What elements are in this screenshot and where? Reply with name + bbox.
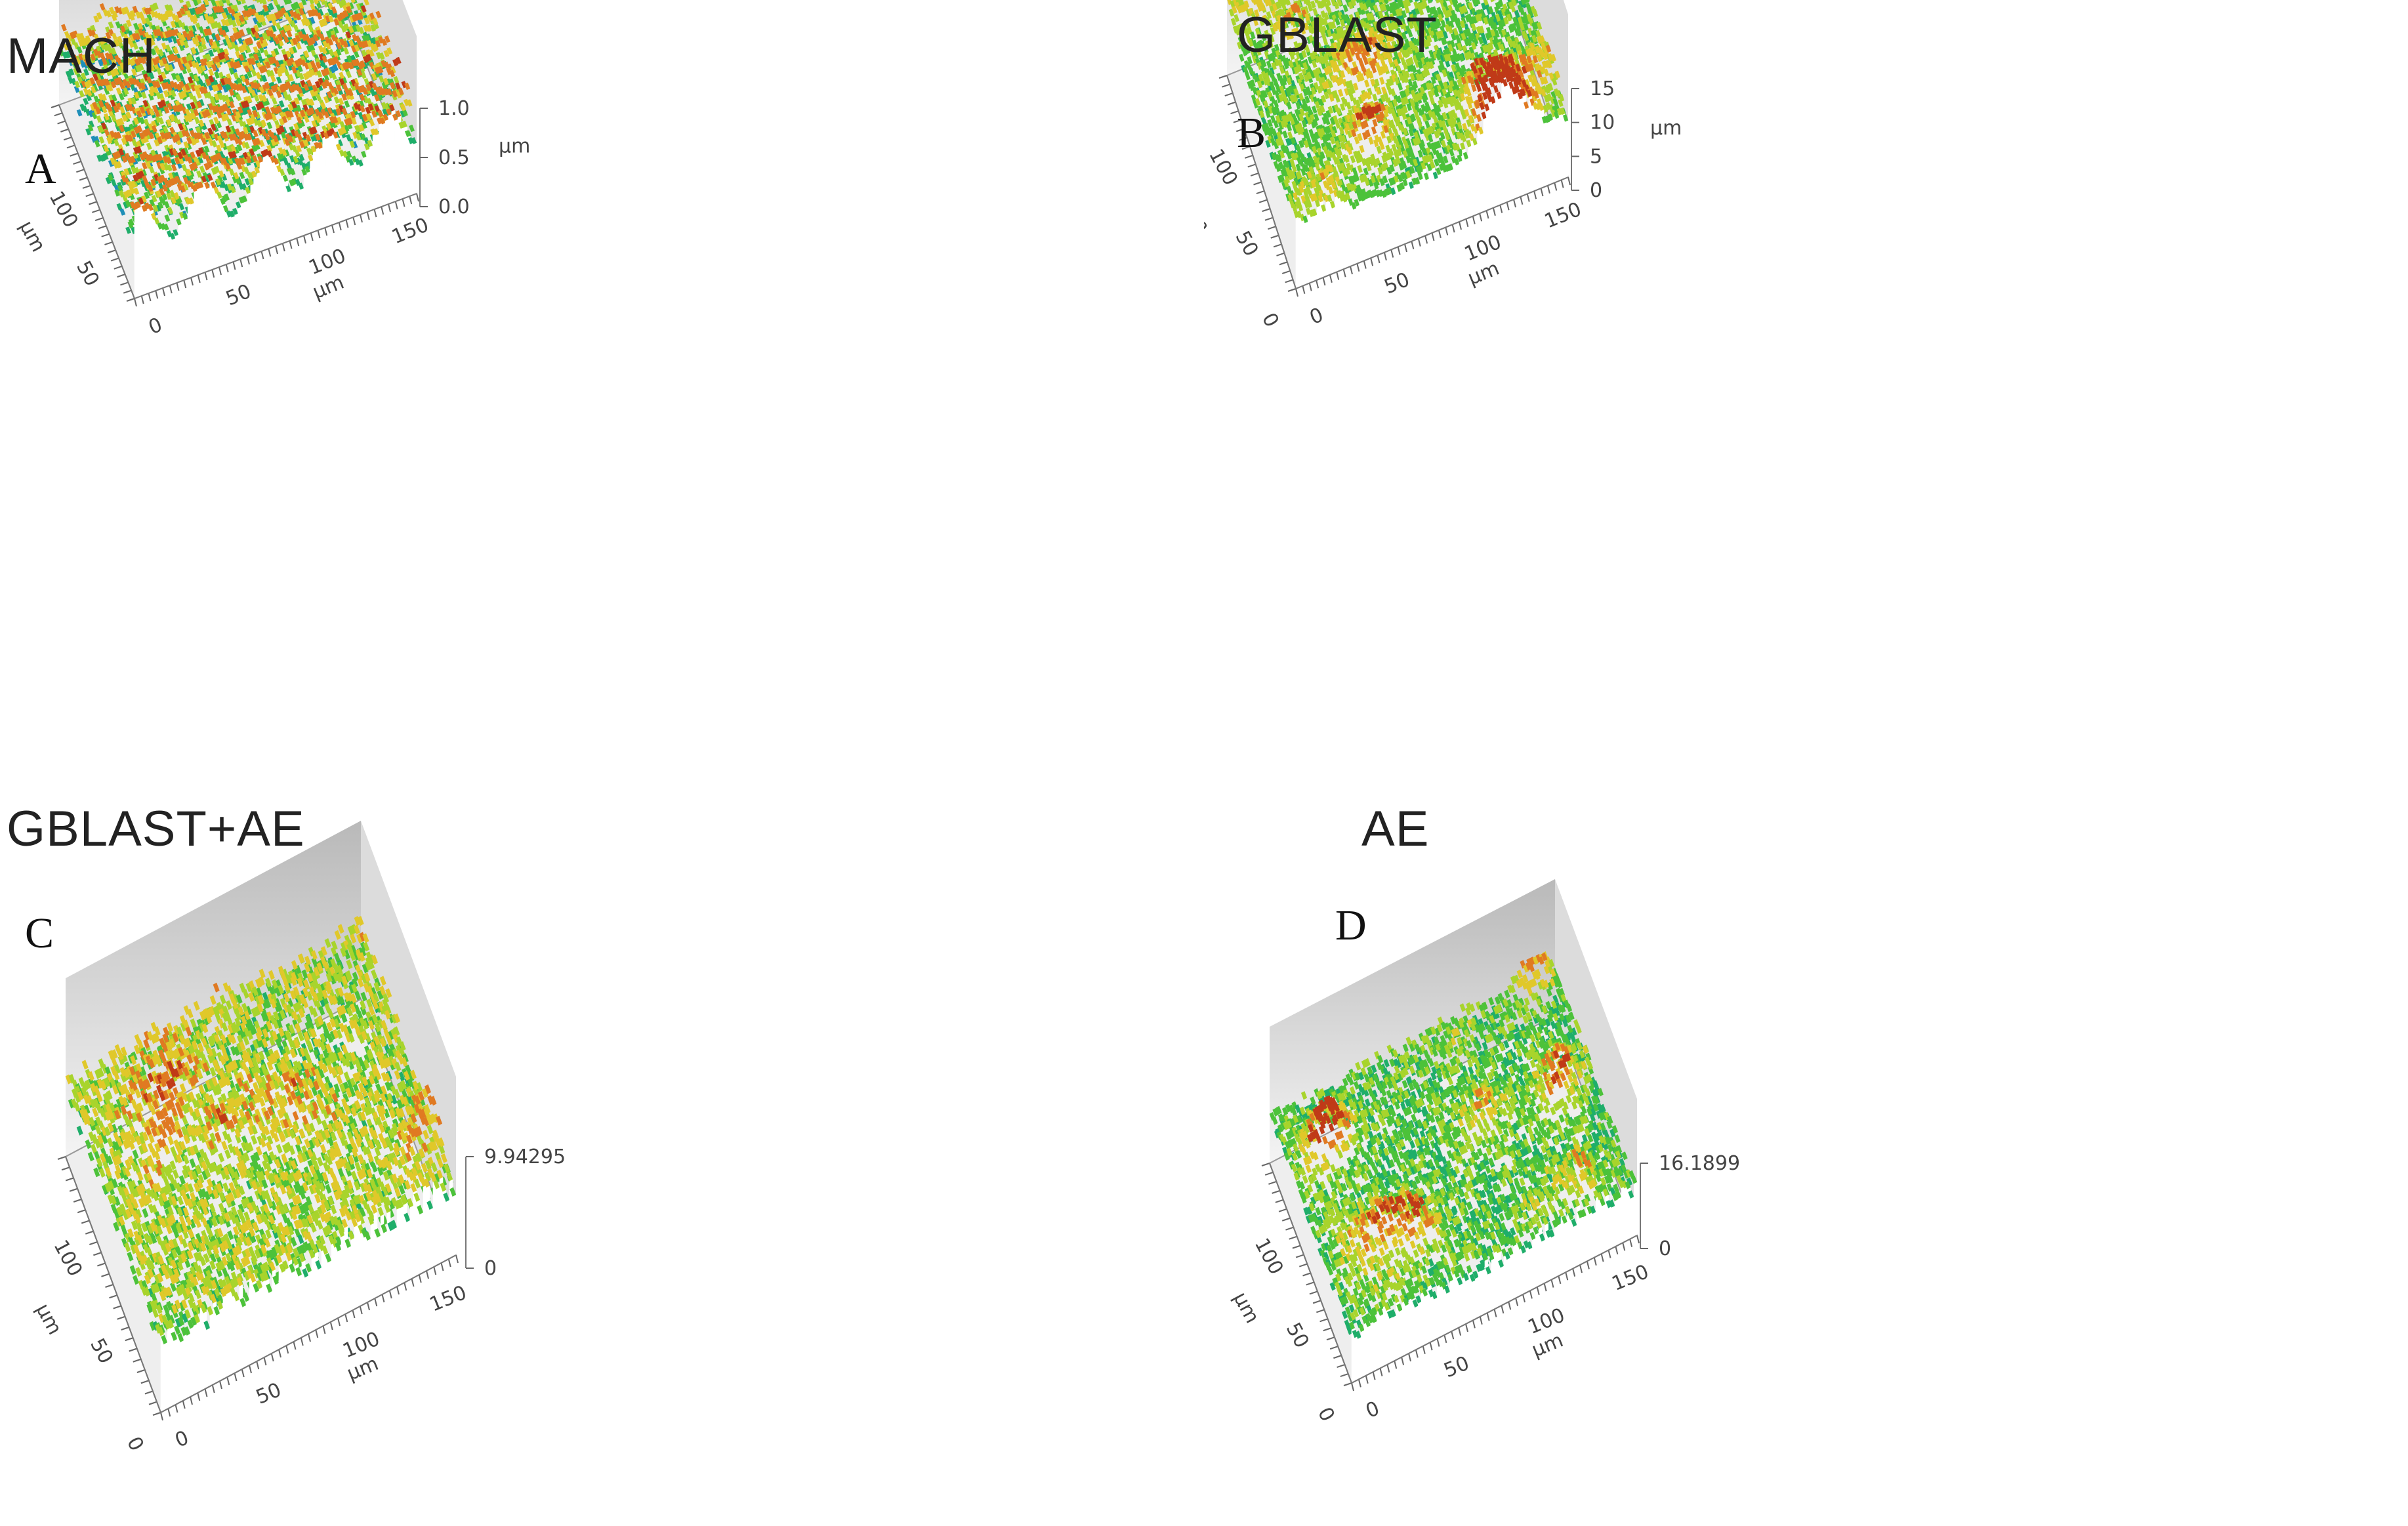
side-wall [1555,879,1637,1235]
x-tick-label: 150 [426,1281,470,1317]
z-axis-label: µm [1650,117,1682,140]
panel-letter: A [25,145,56,193]
panel-title: GBLAST+AE [7,801,305,857]
z-tick-label: 0 [1590,179,1602,202]
x-tick-label: 50 [222,280,255,311]
x-tick-label: 0 [172,1426,192,1453]
y-axis-label: µm [1204,197,1214,236]
panel-letter: D [1335,901,1367,949]
z-tick-label: 0.5 [438,146,470,169]
z-tick-label: 1.0 [438,97,470,120]
x-tick-label: 50 [1381,268,1413,299]
panel-title: MACH [7,28,156,84]
z-tick-label: 0 [1659,1237,1671,1260]
surface-mesh [58,0,417,299]
z-tick-label: 16.1899 [1659,1152,1740,1175]
y-axis-label: µm [14,217,50,256]
x-tick-label: 0 [145,314,165,340]
y-axis-label: µm [1228,1289,1264,1327]
y-tick-label: 50 [85,1334,117,1367]
x-tick-label: 0 [1306,303,1327,329]
z-tick-label: 10 [1590,112,1615,134]
y-tick-label: 100 [1250,1235,1288,1279]
z-tick-label: 9.94295 [484,1145,566,1168]
panel-d: 0 50 100 150 µm 0 50 100 µm 0 16.1899 AE D [1204,763,2408,1526]
y-tick-label: 0 [122,1433,148,1454]
y-tick-label: 50 [72,257,104,290]
z-tick-label: 5 [1590,145,1602,168]
surface-mesh [65,916,457,1413]
z-tick-label: 15 [1590,77,1615,100]
panel-title: AE [1361,801,1430,857]
x-tick-label: 150 [388,213,432,249]
panel-b: 0 50 100 150 µm 0 50 100 µm 0 5 10 15 µm GBLAST B [1204,0,2408,763]
x-tick-label: 50 [253,1378,285,1409]
y-tick-label: 50 [1281,1319,1314,1351]
panel-title: GBLAST [1237,7,1438,63]
axis-ticks [57,1156,459,1421]
y-tick-label: 50 [1231,227,1263,260]
x-tick-label: 50 [1441,1351,1473,1382]
panel-c: 0 50 100 150 µm 0 50 100 µm 0 9.94295 GBLAST+AE C [0,763,1204,1526]
panel-a: 0 50 100 150 µm 50 100 µm 0.0 0.5 1.0 µm MACH A [0,0,1204,763]
panel-letter: C [25,909,54,957]
x-tick-label: 100 [306,244,349,279]
axis-ticks [51,104,419,307]
x-tick-label: 150 [1609,1260,1652,1296]
y-tick-label: 0 [1257,309,1283,331]
axis-ticks [1261,1163,1640,1392]
x-tick-label: 150 [1541,198,1585,234]
x-tick-label: 0 [1363,1397,1383,1423]
y-tick-label: 0 [1313,1403,1339,1425]
z-axis-label: µm [499,135,530,158]
y-axis-label: µm [31,1300,66,1338]
z-tick-label: 0 [484,1257,497,1280]
axis-ticks [1218,75,1571,297]
panel-letter: B [1237,109,1266,157]
surface-mesh [1227,0,1569,289]
z-tick-label: 0.0 [438,196,470,218]
y-tick-label: 100 [49,1236,87,1280]
surface-mesh [1269,951,1638,1384]
